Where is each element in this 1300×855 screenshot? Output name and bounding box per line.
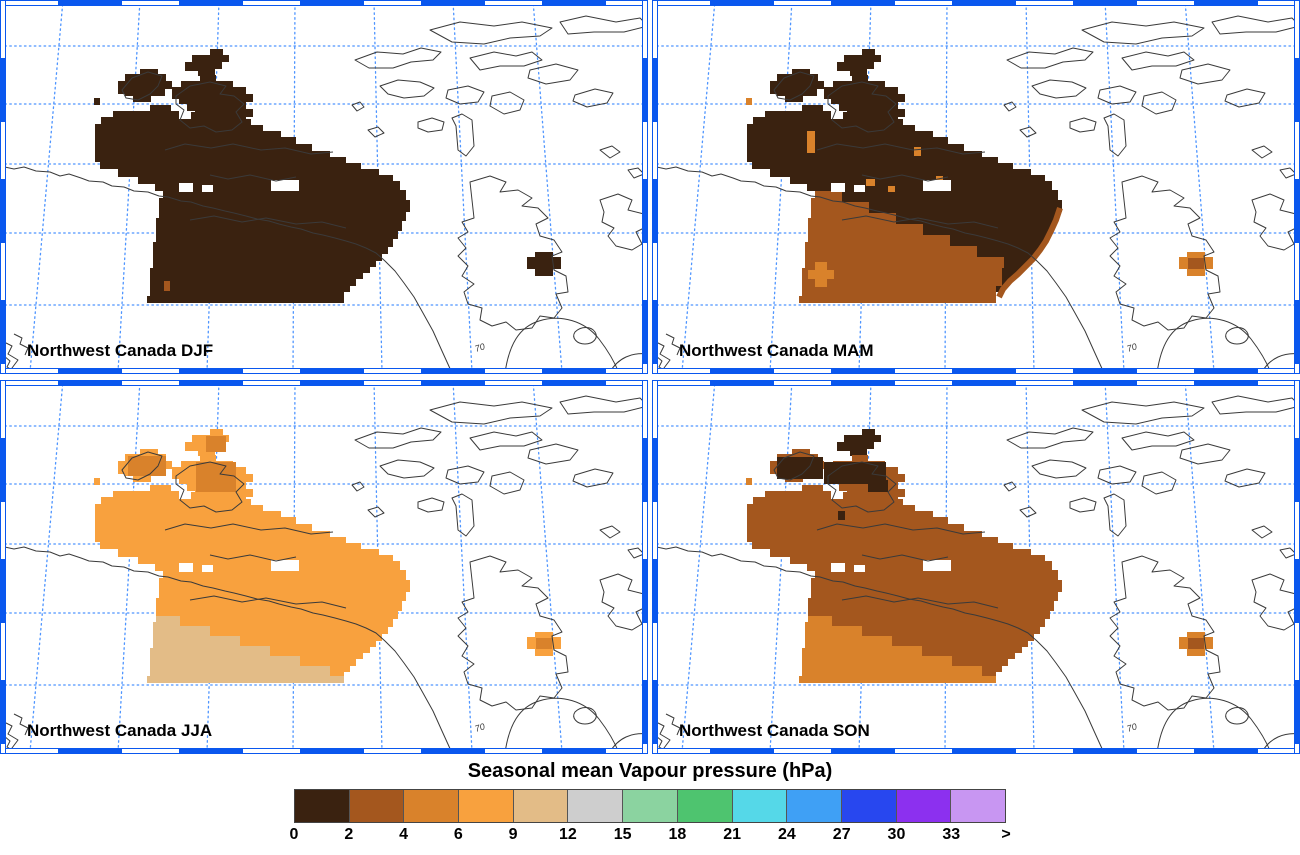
djf-2-4hpa-cell: [164, 281, 170, 291]
frame-right: [642, 0, 648, 374]
colorbar-tick-labels: 0 2 4 6 9 12 15 18 21 24 27 30 33 >: [290, 826, 1011, 848]
map-mam: [652, 0, 1300, 374]
colorbar-tick-15: 15: [613, 826, 632, 843]
map-panel-mam: Northwest Canada MAM: [652, 0, 1300, 374]
colorbar-cell-3: [459, 790, 514, 822]
colorbar-cell-7: [677, 790, 733, 822]
map-grid: Northwest Canada DJF N: [0, 0, 1300, 754]
colorbar-tick-24: 24: [778, 826, 796, 843]
colorbar-tick-2: 2: [344, 826, 354, 843]
colorbar-cell-9: [787, 790, 842, 822]
jja-4-6hpa-islands: [128, 456, 166, 476]
colorbar-tick-21: 21: [723, 826, 742, 843]
colorbar-tick-33: 33: [942, 826, 961, 843]
colorbar-tick-30: 30: [887, 826, 906, 843]
colorbar-tick-6: 6: [453, 826, 463, 843]
map-jja: [0, 380, 648, 754]
colorbar-tick-18: 18: [668, 826, 687, 843]
colorbar-wrap: 0 2 4 6 9 12 15 18 21 24 27 30 33 >: [290, 789, 1011, 848]
colorbar-cell-8: [732, 790, 788, 822]
colorbar-cell-12: [951, 790, 1005, 822]
colorbar-cell-6: [623, 790, 678, 822]
colorbar-tick-9: 9: [508, 826, 518, 843]
panel-title-son: Northwest Canada SON: [679, 721, 870, 740]
frame-bottom: [0, 368, 648, 374]
colorbar-cell-4: [513, 790, 569, 822]
colorbar-tick-12: 12: [558, 826, 577, 843]
colorbar-cell-0: [295, 790, 350, 822]
map-djf: [0, 0, 648, 374]
panel-title-djf: Northwest Canada DJF: [27, 341, 214, 360]
panel-title-mam: Northwest Canada MAM: [679, 341, 874, 360]
map-panel-djf: Northwest Canada DJF: [0, 0, 648, 374]
colorbar-tick-4: 4: [399, 826, 408, 843]
colorbar-cell-5: [568, 790, 624, 822]
frame-top: [0, 0, 648, 6]
colorbar-tick-27: 27: [832, 826, 851, 843]
colorbar-cell-11: [896, 790, 952, 822]
map-panel-jja: Northwest Canada JJA: [0, 380, 648, 754]
map-son: [652, 380, 1300, 754]
panel-title-jja: Northwest Canada JJA: [27, 721, 213, 740]
legend-title: Seasonal mean Vapour pressure (hPa): [467, 760, 833, 782]
colorbar-cell-2: [404, 790, 460, 822]
frame-left: [0, 0, 6, 374]
colorbar-tick->: >: [1001, 826, 1011, 843]
colorbar: [294, 789, 1006, 823]
colorbar-cell-1: [349, 790, 405, 822]
colorbar-tick-0: 0: [289, 826, 299, 843]
map-panel-son: Northwest Canada SON: [652, 380, 1300, 754]
colorbar-cell-10: [841, 790, 897, 822]
son-0-2hpa-islands: [777, 457, 823, 479]
